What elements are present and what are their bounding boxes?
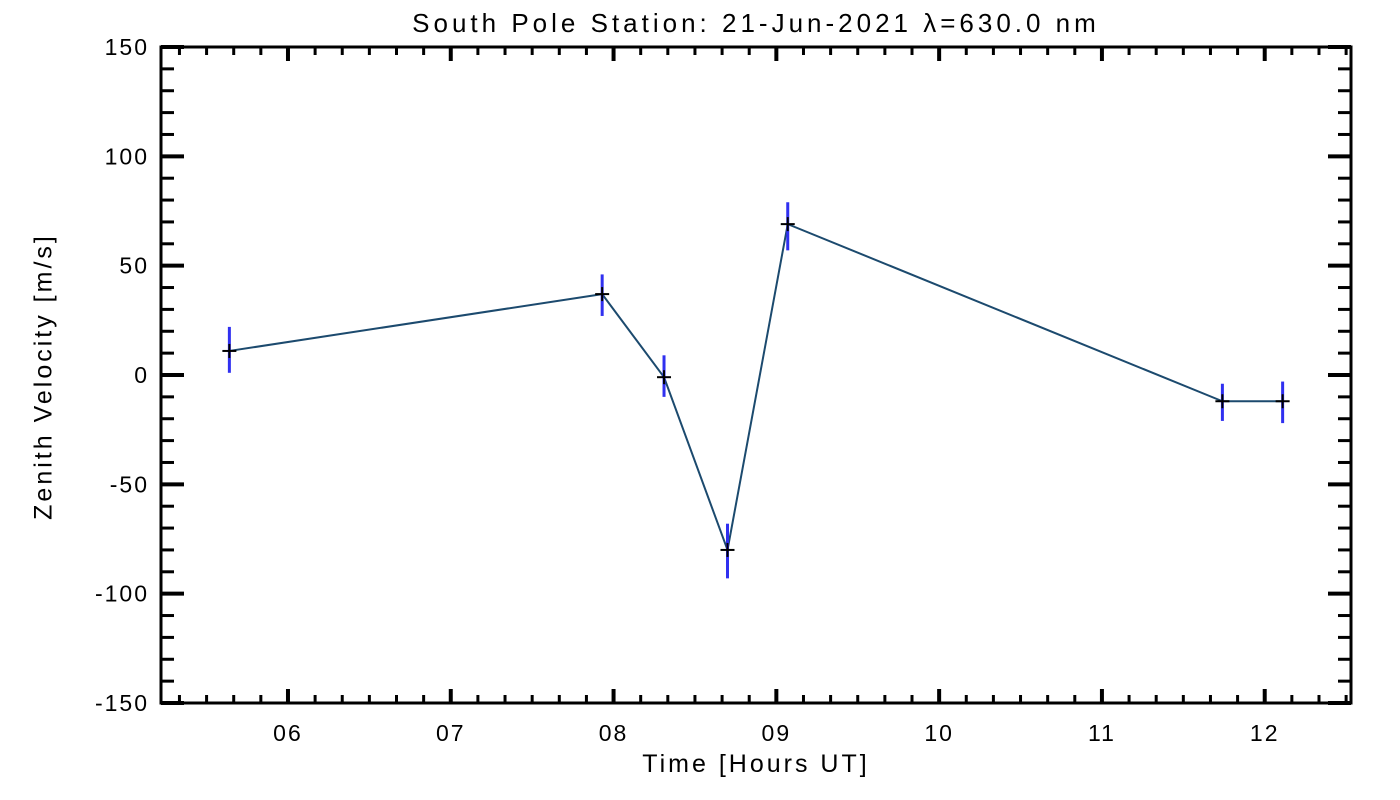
y-tick-label: 0 bbox=[134, 362, 149, 388]
x-tick-label: 10 bbox=[924, 720, 954, 746]
x-tick-label: 11 bbox=[1088, 720, 1116, 746]
y-tick-label: -50 bbox=[110, 471, 149, 497]
y-tick-label: 100 bbox=[105, 143, 149, 169]
y-tick-label: -150 bbox=[95, 690, 149, 716]
y-tick-label: 150 bbox=[105, 34, 149, 60]
x-tick-label: 06 bbox=[273, 720, 303, 746]
x-axis-title: Time [Hours UT] bbox=[642, 750, 870, 778]
x-tick-label: 08 bbox=[599, 720, 629, 746]
x-tick-label: 12 bbox=[1250, 720, 1280, 746]
plot-title: South Pole Station: 21-Jun-2021 λ=630.0 … bbox=[412, 8, 1100, 38]
y-tick-label: -100 bbox=[95, 581, 149, 607]
x-tick-label: 09 bbox=[762, 720, 792, 746]
x-tick-label: 07 bbox=[436, 720, 466, 746]
plot-box bbox=[159, 45, 1353, 705]
data-line bbox=[229, 223, 1283, 551]
y-tick-label: 50 bbox=[119, 253, 149, 279]
